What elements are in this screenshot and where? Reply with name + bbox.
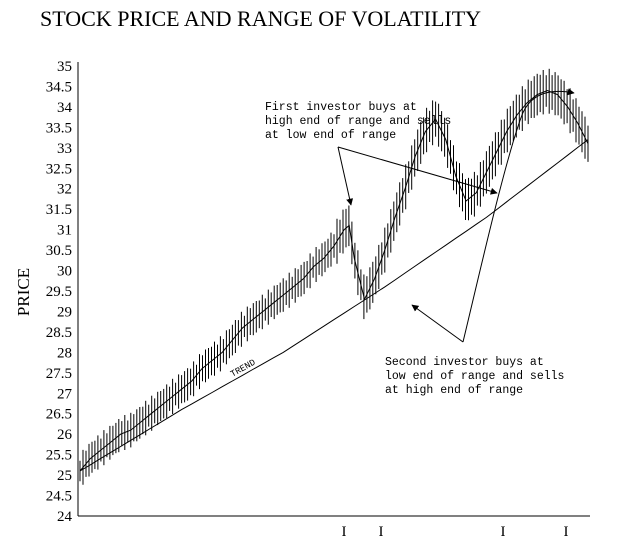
annotation-arrows	[337, 88, 575, 343]
y-tick-label: 29	[57, 304, 72, 320]
y-tick-label: 25.5	[46, 448, 72, 464]
trend-line	[79, 139, 589, 472]
y-tick-labels: 24 24.5 25 25.5 26 26.5 27 27.5 28 28.5 29 29.5 30 30…	[46, 59, 73, 525]
annotation-line: at high end of range	[385, 384, 523, 397]
y-tick-label: 34	[57, 100, 73, 116]
y-axis-label: PRICE	[14, 268, 33, 316]
y-tick-label: 24.5	[46, 489, 72, 505]
arrow-to-high	[462, 88, 575, 343]
arrow-to-dip	[337, 146, 498, 195]
y-tick-label: 30	[57, 264, 72, 280]
y-tick-label: 28	[57, 345, 72, 361]
x-marker: I	[379, 524, 384, 540]
annotation-line: at low end of range	[265, 129, 396, 142]
y-tick-label: 32.5	[46, 161, 72, 177]
y-tick-label: 31	[57, 223, 72, 239]
trend-label: TREND	[229, 358, 257, 380]
y-tick-label: 33	[57, 141, 72, 157]
arrow-to-peak	[337, 146, 354, 206]
price-line	[79, 89, 589, 472]
y-tick-label: 30.5	[46, 243, 72, 259]
y-tick-label: 27	[57, 386, 73, 402]
y-tick-label: 24	[57, 509, 73, 525]
annotation-line: high end of range and sells	[265, 115, 451, 128]
y-tick-label: 35	[57, 59, 72, 75]
x-axis-markers: I I I I	[342, 524, 569, 540]
annotation-line: Second investor buys at	[385, 356, 544, 369]
y-tick-label: 26	[57, 427, 73, 443]
y-tick-label: 25	[57, 468, 72, 484]
chart-title: STOCK PRICE AND RANGE OF VOLATILITY	[40, 6, 481, 31]
y-tick-label: 32	[57, 182, 72, 198]
x-marker: I	[564, 524, 569, 540]
y-tick-label: 33.5	[46, 120, 72, 136]
y-tick-label: 31.5	[46, 202, 72, 218]
y-tick-label: 27.5	[46, 366, 72, 382]
annotation-second-investor: Second investor buys at low end of range…	[385, 356, 564, 397]
y-tick-label: 26.5	[46, 407, 72, 423]
annotation-line: First investor buys at	[265, 101, 417, 114]
arrow-to-low	[411, 304, 464, 343]
annotation-line: low end of range and sells	[385, 370, 564, 383]
y-tick-label: 29.5	[46, 284, 72, 300]
y-tick-label: 28.5	[46, 325, 72, 341]
y-tick-label: 34.5	[46, 79, 72, 95]
x-marker: I	[501, 524, 506, 540]
annotation-first-investor: First investor buys at high end of range…	[265, 101, 451, 142]
x-marker: I	[342, 524, 347, 540]
